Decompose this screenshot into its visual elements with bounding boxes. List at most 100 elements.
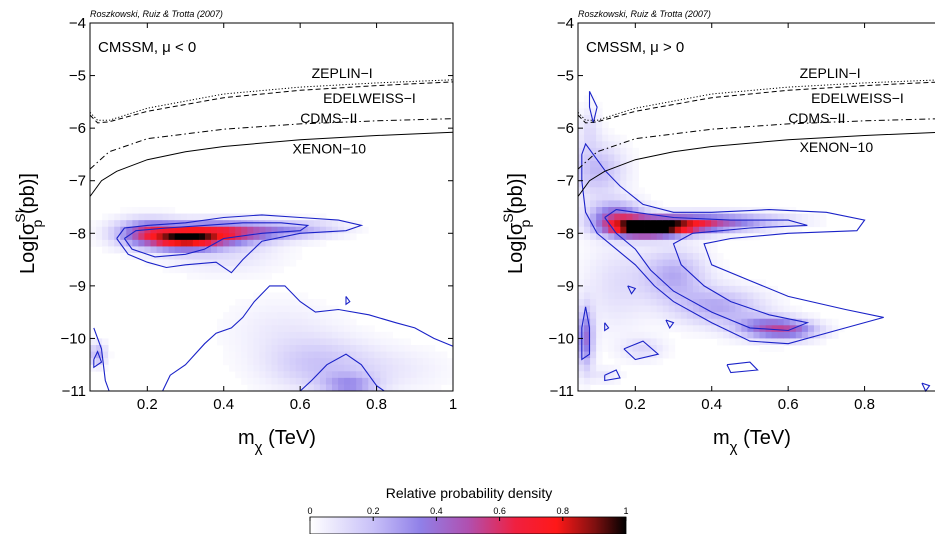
heatmap-cell [156, 207, 163, 214]
heatmap-cell [301, 226, 309, 234]
heatmap-cell [644, 331, 651, 339]
heatmap-cell [114, 239, 121, 247]
heatmap-cell [416, 351, 424, 359]
heatmap-cell [319, 338, 327, 346]
heatmap-cell [644, 207, 651, 214]
heatmap-cell [674, 325, 682, 333]
heatmap-cell [765, 345, 772, 352]
heatmap-cell [120, 220, 127, 228]
heatmap-cell [638, 226, 645, 234]
heatmap-cell [356, 384, 363, 392]
heatmap-cell [102, 345, 109, 352]
heatmap-cell [295, 253, 303, 260]
heatmap-cell [692, 279, 700, 287]
heatmap-cell [668, 226, 676, 234]
heatmap-cell [578, 292, 585, 300]
heatmap-cell [386, 371, 393, 379]
heatmap-cell [632, 331, 639, 339]
heatmap-cell [235, 213, 242, 221]
heatmap-cell [247, 220, 254, 228]
limit-curve-label: CDMS−II [788, 110, 845, 126]
heatmap-cell [656, 338, 664, 346]
heatmap-cell [638, 279, 645, 287]
heatmap-cell [578, 253, 585, 260]
heatmap-cell [656, 318, 664, 326]
heatmap-cell [198, 213, 206, 221]
heatmap-cell [590, 292, 597, 300]
heatmap-cell [162, 246, 170, 254]
heatmap-cell [584, 299, 591, 306]
heatmap-cell [265, 325, 272, 333]
heatmap-cell [313, 364, 321, 372]
heatmap-cell [584, 285, 591, 293]
heatmap-cell [753, 226, 760, 234]
credible-contour [116, 214, 364, 274]
heatmap-cell [313, 226, 321, 234]
heatmap-cell [735, 207, 742, 214]
heatmap-cell [319, 226, 327, 234]
heatmap-cell [344, 220, 351, 228]
heatmap-cell [368, 345, 375, 352]
heatmap-cell [289, 351, 297, 359]
heatmap-cell [356, 226, 363, 234]
heatmap-cell [686, 213, 694, 221]
heatmap-cell [759, 207, 766, 214]
heatmap-cell [807, 220, 815, 228]
heatmap-cell [265, 338, 272, 346]
heatmap-cell [632, 279, 639, 287]
heatmap-cell [241, 226, 248, 234]
colorbar-tick-label: 0 [307, 506, 312, 516]
heatmap-cell [686, 207, 694, 214]
heatmap-cell [217, 259, 224, 267]
heatmap-cell [699, 213, 706, 221]
heatmap-cell [198, 220, 206, 228]
heatmap-cell [90, 239, 97, 247]
heatmap-cell [410, 377, 418, 385]
heatmap-cell [674, 292, 682, 300]
x-tick-label: 0.6 [290, 396, 311, 413]
heatmap-cell [90, 364, 97, 372]
heatmap-cell [259, 213, 266, 221]
heatmap-cell [620, 233, 627, 241]
heatmap-cell [596, 364, 603, 372]
heatmap-cell [192, 246, 200, 254]
heatmap-cell [350, 318, 357, 326]
heatmap-cell [325, 305, 333, 313]
heatmap-cell [596, 200, 603, 208]
heatmap-cell [96, 364, 103, 372]
heatmap-cell [325, 345, 333, 352]
heatmap-cell [656, 358, 664, 366]
colorbar-gradient [309, 516, 627, 534]
heatmap-cell [344, 331, 351, 339]
x-axis-label-unit: (TeV) [738, 427, 791, 449]
heatmap-cell [590, 299, 597, 306]
heatmap-cell [626, 200, 633, 208]
heatmap-cell [638, 246, 645, 254]
heatmap-cell [277, 325, 284, 333]
heatmap-cell [253, 377, 260, 385]
heatmap-cell [735, 213, 742, 221]
heatmap-cell [602, 147, 609, 155]
heatmap-cell [608, 305, 615, 313]
heatmap-cell [223, 233, 230, 241]
heatmap-cell [795, 318, 803, 326]
heatmap-cell [590, 351, 597, 359]
heatmap-cell [223, 272, 230, 280]
heatmap-cell [338, 351, 345, 359]
heatmap-cell [259, 305, 266, 313]
heatmap-cell [126, 226, 133, 234]
heatmap-cell [578, 299, 585, 306]
heatmap-cell [350, 377, 357, 385]
heatmap-cell [723, 213, 730, 221]
heatmap-cell [590, 220, 597, 228]
heatmap-cell [96, 358, 103, 366]
heatmap-cell [241, 220, 248, 228]
heatmap-cell [620, 331, 627, 339]
heatmap-cell [204, 246, 212, 254]
heatmap-cell [584, 200, 591, 208]
heatmap-cell [638, 187, 645, 195]
heatmap-cell [102, 233, 109, 241]
heatmap-cell [241, 345, 248, 352]
heatmap-cell [620, 345, 627, 352]
heatmap-cell [380, 377, 387, 385]
